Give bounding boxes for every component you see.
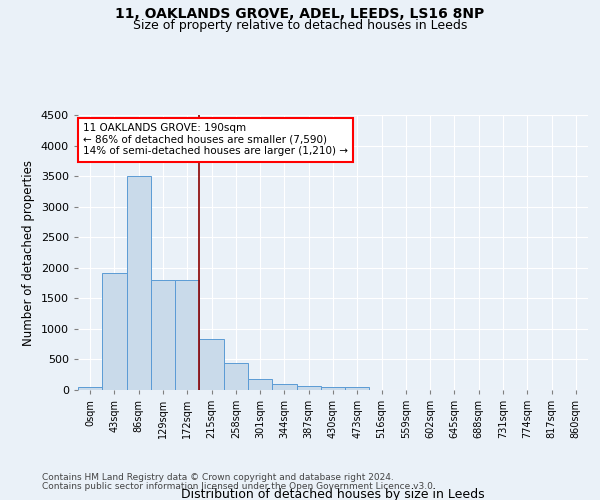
Bar — [296, 386, 321, 390]
Bar — [272, 384, 296, 390]
Bar — [102, 272, 127, 390]
Text: 11 OAKLANDS GROVE: 190sqm
← 86% of detached houses are smaller (7,590)
14% of se: 11 OAKLANDS GROVE: 190sqm ← 86% of detac… — [83, 123, 348, 156]
Bar — [248, 380, 272, 390]
Bar — [175, 280, 199, 390]
Bar — [199, 338, 224, 390]
Bar — [345, 387, 370, 390]
Bar — [78, 387, 102, 390]
Bar — [127, 176, 151, 390]
Bar — [321, 386, 345, 390]
Text: Size of property relative to detached houses in Leeds: Size of property relative to detached ho… — [133, 18, 467, 32]
Y-axis label: Number of detached properties: Number of detached properties — [22, 160, 35, 346]
Text: Contains HM Land Registry data © Crown copyright and database right 2024.: Contains HM Land Registry data © Crown c… — [42, 474, 394, 482]
Text: Contains public sector information licensed under the Open Government Licence v3: Contains public sector information licen… — [42, 482, 436, 491]
Bar — [224, 362, 248, 390]
X-axis label: Distribution of detached houses by size in Leeds: Distribution of detached houses by size … — [181, 488, 485, 500]
Text: 11, OAKLANDS GROVE, ADEL, LEEDS, LS16 8NP: 11, OAKLANDS GROVE, ADEL, LEEDS, LS16 8N… — [115, 8, 485, 22]
Bar — [151, 280, 175, 390]
